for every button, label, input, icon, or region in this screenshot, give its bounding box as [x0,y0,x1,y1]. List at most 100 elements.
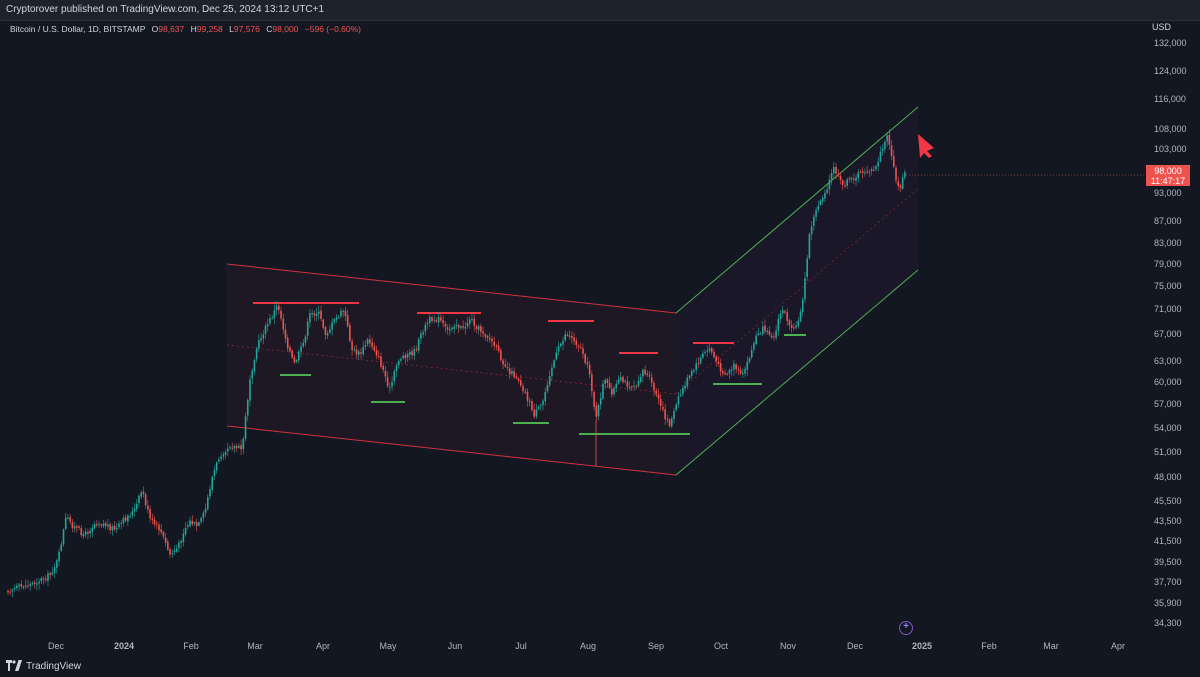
candle-body [737,369,740,371]
candle-body [27,585,29,587]
price-tick-label: 34,300 [1154,618,1182,628]
last-price-value: 98,000 [1154,166,1182,176]
plus-circle-icon[interactable]: + [899,621,913,635]
symbol-name: Bitcoin / U.S. Dollar, 1D, BITSTAMP [10,24,146,34]
candle-body [557,346,560,352]
time-tick-label: Mar [247,641,263,651]
candle-body [42,578,45,580]
candle-body [826,189,828,193]
price-tick-label: 37,700 [1154,577,1182,587]
symbol-legend[interactable]: Bitcoin / U.S. Dollar, 1D, BITSTAMP O98,… [10,24,361,34]
candle-body [147,505,149,510]
candle-body [730,369,733,371]
candle-body [562,340,564,345]
candle-body [484,334,487,337]
candle-body [819,200,822,205]
candle-body [100,524,103,526]
candle-body [349,325,351,341]
candle-body [504,364,507,367]
candle-body [897,181,900,186]
time-tick-label: Apr [316,641,330,651]
time-tick-label: Oct [714,641,729,651]
candle-body [657,394,660,399]
price-tick-label: 41,500 [1154,536,1182,546]
candle-body [200,517,202,522]
candle-body [739,370,742,374]
candle-body [486,335,489,338]
price-chart[interactable]: 132,000 124,000 116,000 108,000 103,000 93,00… [0,20,1200,657]
candle-body [169,549,171,555]
candle-body [551,367,553,376]
candle-body [653,383,655,391]
candle-body [642,369,644,377]
candle-body [238,445,240,448]
candle-body [460,326,462,329]
time-tick-label: 2025 [912,641,932,651]
candle-body [211,476,214,490]
candle-body [16,585,18,589]
candle-body [637,381,640,387]
candle-body [309,313,311,323]
candle-body [795,325,797,328]
candle-body [591,374,593,392]
candle-body [704,351,706,353]
candle-body [31,583,34,585]
candle-body [135,504,138,510]
candle-body [491,338,493,342]
candle-body [351,341,353,351]
candle-body [775,330,777,338]
candle-body [406,353,409,358]
candle-body [564,334,567,341]
candle-body [415,348,418,351]
candle-body [544,391,547,402]
candle-body [377,356,380,357]
candle-body [528,401,531,403]
candle-body [471,318,473,320]
candle-body [846,179,848,186]
candle-body [417,339,420,351]
candle-body [602,383,604,399]
candle-body [835,166,837,174]
tradingview-logo[interactable]: TradingView [6,660,81,672]
candle-body [220,456,222,460]
candle-body [102,523,105,527]
time-tick-label: Feb [183,641,199,651]
candle-body [82,533,85,536]
candle-body [444,323,447,327]
candle-body [402,355,404,359]
publish-header: Cryptorover published on TradingView.com… [0,0,1200,21]
candle-body [322,319,325,328]
candle-body [413,349,416,356]
candle-body [129,516,131,518]
candle-body [313,313,316,316]
candle-body [140,492,142,497]
time-tick-label: Nov [780,641,797,651]
candle-body [149,509,151,519]
candle-body [164,537,167,543]
candle-body [98,524,100,526]
candle-body [411,351,413,356]
bar-countdown: 11:47:17 [1150,176,1186,186]
candle-body [573,337,575,342]
candle-body [133,508,136,512]
candle-body [904,172,906,178]
candle-body [684,385,686,389]
candle-body [517,378,520,381]
candle-body [855,177,857,181]
candle-body [69,517,71,522]
candle-body [500,350,502,361]
price-tick-label: 51,000 [1154,447,1182,457]
candle-body [389,387,391,388]
candle-body [304,336,307,343]
candle-body [502,360,504,365]
time-tick-label: Dec [48,641,65,651]
candle-body [400,358,402,361]
candle-body [553,360,555,368]
candle-body [138,495,140,504]
candle-body [289,347,291,352]
candle-body [231,447,234,449]
currency-label[interactable]: USD [1152,22,1172,32]
candle-body [604,380,606,384]
candle-body [91,527,94,532]
candle-body [89,530,91,534]
